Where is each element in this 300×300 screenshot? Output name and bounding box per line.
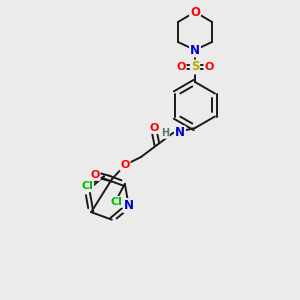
Text: Cl: Cl (111, 197, 123, 207)
Text: O: O (120, 160, 130, 170)
Text: N: N (124, 199, 134, 212)
Text: O: O (176, 62, 186, 72)
Text: O: O (149, 123, 159, 133)
Text: O: O (190, 5, 200, 19)
Text: S: S (191, 61, 199, 74)
Text: O: O (90, 170, 100, 180)
Text: N: N (190, 44, 200, 56)
Text: N: N (175, 127, 185, 140)
Text: Cl: Cl (81, 181, 93, 191)
Text: H: H (161, 128, 169, 138)
Text: O: O (204, 62, 214, 72)
